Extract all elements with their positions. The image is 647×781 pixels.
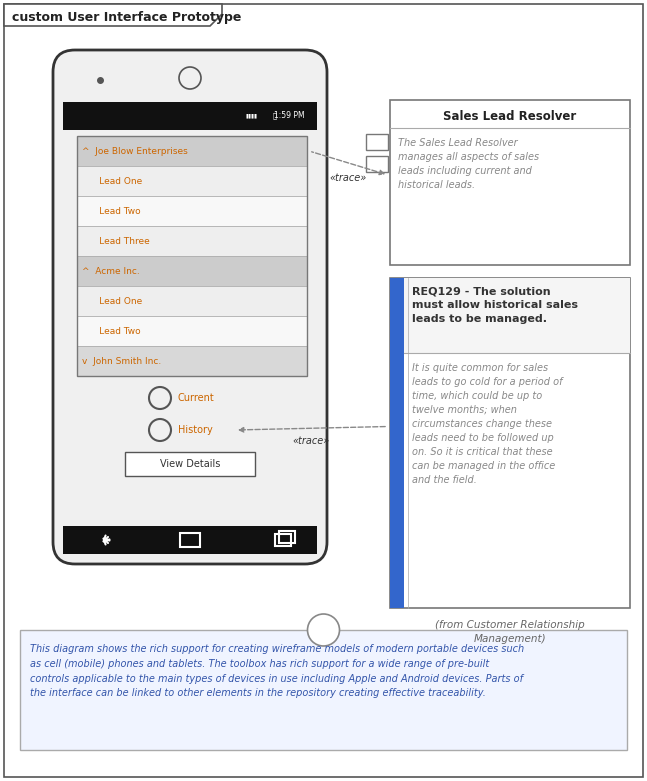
- Text: Sales Lead Resolver: Sales Lead Resolver: [443, 109, 576, 123]
- Text: ^  Acme Inc.: ^ Acme Inc.: [82, 266, 140, 276]
- Circle shape: [149, 387, 171, 409]
- Text: REQ129 - The solution
must allow historical sales
leads to be managed.: REQ129 - The solution must allow histori…: [412, 286, 578, 324]
- Bar: [77, 196, 307, 226]
- Polygon shape: [4, 4, 222, 26]
- Text: Lead Three: Lead Three: [82, 237, 149, 245]
- Bar: [77, 136, 307, 166]
- Bar: [390, 278, 404, 608]
- Bar: [390, 100, 630, 265]
- Text: The Sales Lead Resolver
manages all aspects of sales
leads including current and: The Sales Lead Resolver manages all aspe…: [398, 138, 539, 190]
- Bar: [275, 534, 291, 546]
- Text: (from Customer Relationship
Management): (from Customer Relationship Management): [435, 620, 585, 644]
- Circle shape: [307, 614, 340, 646]
- Circle shape: [149, 419, 171, 441]
- Text: Lead Two: Lead Two: [82, 206, 140, 216]
- Bar: [180, 533, 200, 547]
- Text: It is quite common for sales
leads to go cold for a period of
time, which could : It is quite common for sales leads to go…: [412, 363, 562, 485]
- Text: 1:59 PM: 1:59 PM: [274, 112, 305, 120]
- Text: Lead One: Lead One: [82, 177, 142, 186]
- Bar: [77, 346, 307, 376]
- Bar: [125, 452, 255, 476]
- Text: History: History: [178, 425, 213, 435]
- Bar: [77, 136, 307, 376]
- Text: ^  Joe Blow Enterprises: ^ Joe Blow Enterprises: [82, 147, 188, 155]
- Circle shape: [179, 67, 201, 89]
- Bar: [279, 531, 295, 543]
- Bar: [404, 278, 630, 353]
- Bar: [77, 166, 307, 196]
- Text: v  John Smith Inc.: v John Smith Inc.: [82, 356, 161, 366]
- Bar: [20, 630, 627, 750]
- Text: Current: Current: [178, 393, 215, 403]
- Text: View Details: View Details: [160, 459, 220, 469]
- Text: 🔋: 🔋: [273, 112, 278, 119]
- Text: custom User Interface Prototype: custom User Interface Prototype: [12, 10, 241, 23]
- Text: This diagram shows the rich support for creating wireframe models of modern port: This diagram shows the rich support for …: [30, 644, 524, 698]
- Text: Lead One: Lead One: [82, 297, 142, 305]
- Bar: [366, 156, 388, 172]
- Bar: [77, 256, 307, 286]
- FancyBboxPatch shape: [53, 50, 327, 564]
- Bar: [63, 526, 317, 554]
- Text: «trace»: «trace»: [293, 437, 330, 446]
- Bar: [366, 134, 388, 150]
- Bar: [390, 278, 630, 608]
- Text: Lead Two: Lead Two: [82, 326, 140, 336]
- Text: «trace»: «trace»: [330, 173, 367, 183]
- Bar: [77, 286, 307, 316]
- Text: ▮▮▮▮: ▮▮▮▮: [245, 113, 257, 119]
- Bar: [77, 316, 307, 346]
- Bar: [77, 226, 307, 256]
- Bar: [63, 102, 317, 130]
